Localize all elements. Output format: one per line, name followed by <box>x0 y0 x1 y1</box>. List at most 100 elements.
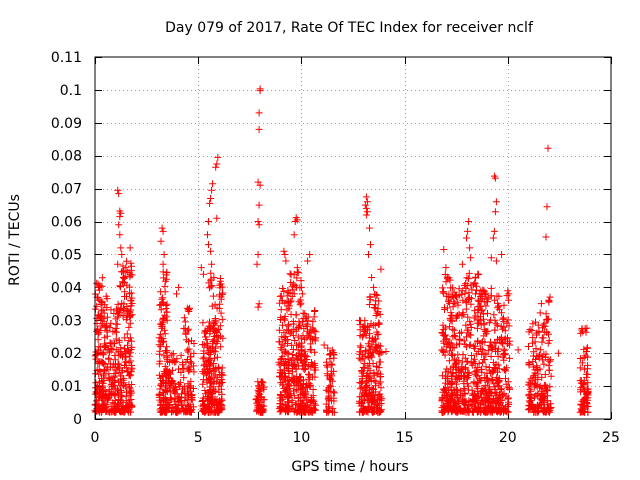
data-point <box>297 277 305 285</box>
data-point <box>484 298 491 306</box>
data-point <box>462 305 470 313</box>
data-point <box>372 291 380 298</box>
grid-lines <box>95 57 611 419</box>
data-point <box>451 332 458 339</box>
data-point <box>214 153 222 161</box>
data-point <box>362 211 370 219</box>
data-point <box>160 389 167 396</box>
data-point <box>448 390 456 398</box>
data-point <box>207 390 215 398</box>
data-point <box>204 231 211 239</box>
data-point <box>498 309 505 317</box>
data-point <box>539 356 547 364</box>
data-point <box>197 264 205 272</box>
data-point <box>465 218 473 225</box>
data-point <box>366 330 374 338</box>
data-point <box>310 313 318 321</box>
data-point <box>580 354 588 362</box>
data-point <box>545 366 553 374</box>
data-point <box>117 408 125 416</box>
data-point <box>466 318 474 326</box>
data-point <box>107 345 115 353</box>
data-point <box>205 394 212 402</box>
data-point <box>540 350 548 358</box>
data-point <box>277 313 285 321</box>
data-point <box>536 309 544 317</box>
data-point <box>490 311 498 319</box>
data-point <box>161 362 169 370</box>
data-point <box>495 376 503 384</box>
data-point <box>443 335 451 343</box>
data-point <box>113 320 121 328</box>
data-point <box>478 365 485 373</box>
data-point <box>441 306 448 313</box>
data-point <box>452 293 460 301</box>
data-point <box>210 347 218 355</box>
data-point <box>540 408 548 416</box>
data-point <box>294 269 302 277</box>
data-point <box>98 298 106 306</box>
data-point <box>449 333 457 341</box>
data-point <box>188 337 195 345</box>
data-point <box>469 402 477 410</box>
data-point <box>540 360 548 368</box>
data-point <box>462 321 470 329</box>
data-point <box>360 407 368 415</box>
y-tick-label: 0.08 <box>51 149 82 165</box>
data-point <box>105 370 113 378</box>
data-point <box>480 320 488 328</box>
data-point <box>92 348 100 356</box>
data-point <box>311 335 319 343</box>
data-point <box>127 346 135 353</box>
data-point <box>543 397 551 405</box>
data-point <box>493 348 501 355</box>
data-point <box>532 391 540 399</box>
data-point <box>498 251 506 258</box>
y-tick-label: 0.04 <box>51 280 82 296</box>
data-point <box>478 385 486 392</box>
data-point <box>281 358 289 365</box>
data-point <box>118 366 126 374</box>
x-axis-label: GPS time / hours <box>291 459 408 475</box>
data-point <box>500 301 508 309</box>
data-point <box>579 404 587 412</box>
data-point <box>284 386 291 394</box>
data-point <box>254 303 262 311</box>
data-point <box>458 260 466 268</box>
data-point <box>109 399 117 407</box>
data-point <box>465 269 473 277</box>
data-point <box>218 369 226 377</box>
data-point <box>363 208 371 216</box>
data-point <box>500 356 508 364</box>
data-point <box>537 400 545 408</box>
x-tick-label: 25 <box>602 430 620 446</box>
data-point <box>206 199 214 207</box>
data-point <box>95 394 103 401</box>
data-point <box>282 257 290 265</box>
data-point <box>287 271 295 279</box>
data-point <box>173 355 181 363</box>
data-point <box>536 351 543 359</box>
data-point <box>370 397 377 405</box>
data-point <box>97 307 105 315</box>
data-point <box>119 278 127 286</box>
data-point <box>185 367 193 375</box>
data-point <box>526 326 534 333</box>
data-point <box>365 251 372 258</box>
data-point <box>439 331 447 339</box>
data-point <box>199 319 207 327</box>
data-point <box>277 344 285 352</box>
data-point <box>502 367 510 375</box>
data-point <box>110 400 118 408</box>
data-point <box>477 298 485 306</box>
data-point <box>185 308 193 315</box>
data-point <box>577 384 585 392</box>
data-point <box>576 364 584 372</box>
data-point <box>484 294 492 302</box>
data-point <box>106 339 114 347</box>
data-point <box>504 287 512 295</box>
data-point <box>480 315 487 323</box>
data-point <box>117 348 125 356</box>
data-point <box>213 160 221 168</box>
data-point <box>477 345 485 353</box>
